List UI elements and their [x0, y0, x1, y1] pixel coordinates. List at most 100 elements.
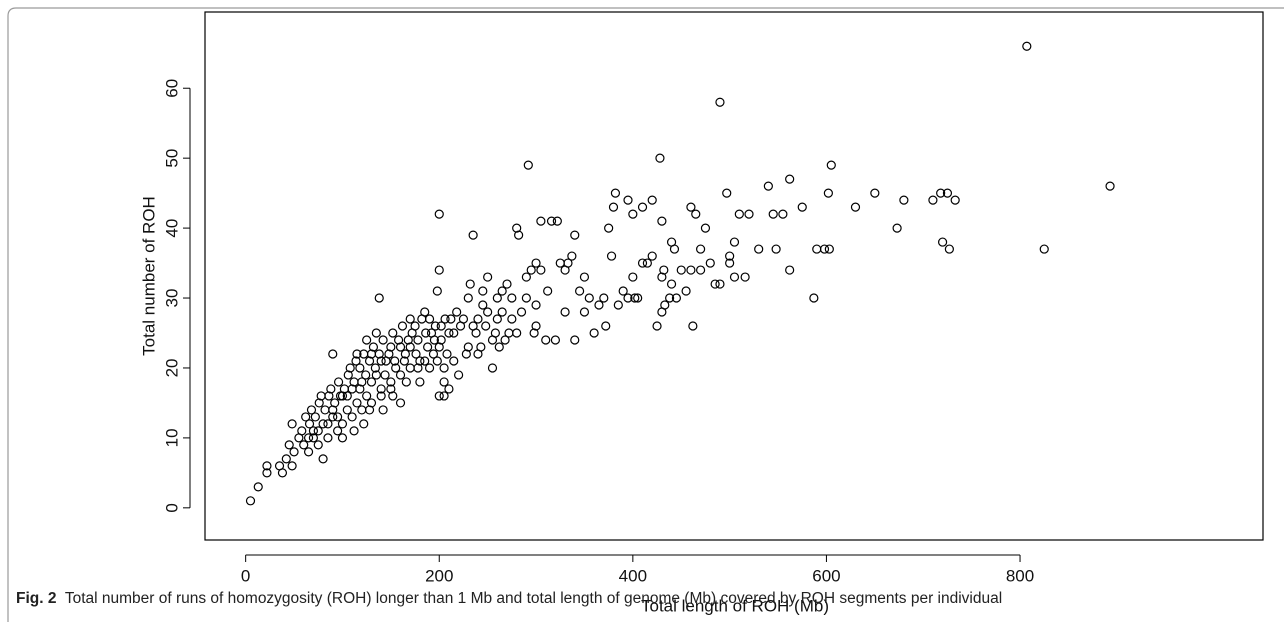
point — [744, 209, 754, 219]
point — [386, 377, 396, 387]
point — [287, 419, 297, 429]
point — [458, 314, 469, 324]
point — [395, 398, 406, 408]
point — [444, 328, 454, 338]
point — [523, 160, 533, 170]
point — [463, 342, 473, 352]
x-tick-label: 200 — [425, 566, 453, 585]
point — [768, 209, 778, 219]
point — [601, 321, 611, 331]
point — [262, 468, 272, 478]
point — [313, 426, 323, 436]
point — [386, 384, 396, 394]
point — [289, 447, 299, 457]
point — [303, 447, 314, 457]
point — [594, 300, 604, 310]
plot-box — [204, 11, 1264, 541]
point — [374, 349, 384, 359]
point — [492, 293, 502, 303]
point — [333, 412, 343, 422]
point — [628, 209, 638, 219]
point — [366, 398, 377, 408]
point — [355, 363, 365, 373]
point — [318, 454, 328, 464]
point — [613, 300, 623, 310]
point — [1039, 244, 1049, 254]
point — [671, 293, 682, 303]
point — [492, 314, 502, 324]
point — [323, 419, 333, 429]
point — [942, 188, 953, 198]
point — [570, 230, 580, 240]
point — [700, 223, 711, 233]
point — [729, 237, 740, 247]
point — [430, 321, 440, 331]
point — [521, 293, 531, 303]
point — [333, 426, 343, 436]
point — [936, 188, 946, 198]
point — [771, 244, 781, 254]
point — [507, 293, 517, 303]
point — [618, 286, 628, 296]
point — [284, 440, 294, 450]
point — [579, 272, 590, 282]
point — [378, 335, 388, 345]
point — [570, 335, 580, 345]
point — [449, 328, 459, 338]
point — [676, 265, 686, 275]
point — [686, 202, 696, 212]
point — [370, 363, 380, 373]
point — [390, 356, 400, 366]
point — [497, 286, 507, 296]
point — [401, 377, 411, 387]
point — [342, 391, 352, 401]
point — [502, 279, 512, 289]
point — [415, 377, 425, 387]
point — [407, 328, 417, 338]
point — [337, 433, 348, 443]
point — [660, 300, 670, 310]
point — [304, 419, 315, 429]
point — [442, 349, 452, 359]
point — [560, 307, 570, 317]
point — [439, 391, 449, 401]
point — [725, 258, 735, 268]
point — [434, 265, 444, 275]
point — [526, 265, 536, 275]
point — [666, 279, 677, 289]
point — [490, 328, 500, 338]
point — [326, 384, 336, 394]
point — [376, 391, 386, 401]
point — [349, 377, 359, 387]
point — [362, 335, 372, 345]
point — [393, 335, 404, 345]
point — [734, 209, 744, 219]
point — [436, 335, 446, 345]
point — [316, 391, 326, 401]
point — [507, 314, 517, 324]
point — [395, 370, 406, 380]
point — [432, 286, 442, 296]
point — [541, 335, 551, 345]
point — [1022, 41, 1032, 51]
point — [440, 314, 450, 324]
point — [359, 349, 369, 359]
point — [388, 391, 398, 401]
point — [669, 244, 680, 254]
point — [579, 307, 590, 317]
point — [405, 342, 415, 352]
point — [413, 335, 423, 345]
point — [318, 419, 328, 429]
point — [657, 216, 667, 226]
y-tick-label: 10 — [162, 428, 181, 447]
point — [297, 426, 307, 436]
point — [797, 202, 807, 212]
point — [328, 349, 338, 359]
point — [421, 328, 431, 338]
point — [368, 342, 379, 352]
point — [478, 286, 488, 296]
caption-text: Total number of runs of homozygosity (RO… — [64, 590, 1003, 607]
point — [357, 405, 367, 415]
point — [245, 496, 256, 506]
point — [628, 272, 638, 282]
